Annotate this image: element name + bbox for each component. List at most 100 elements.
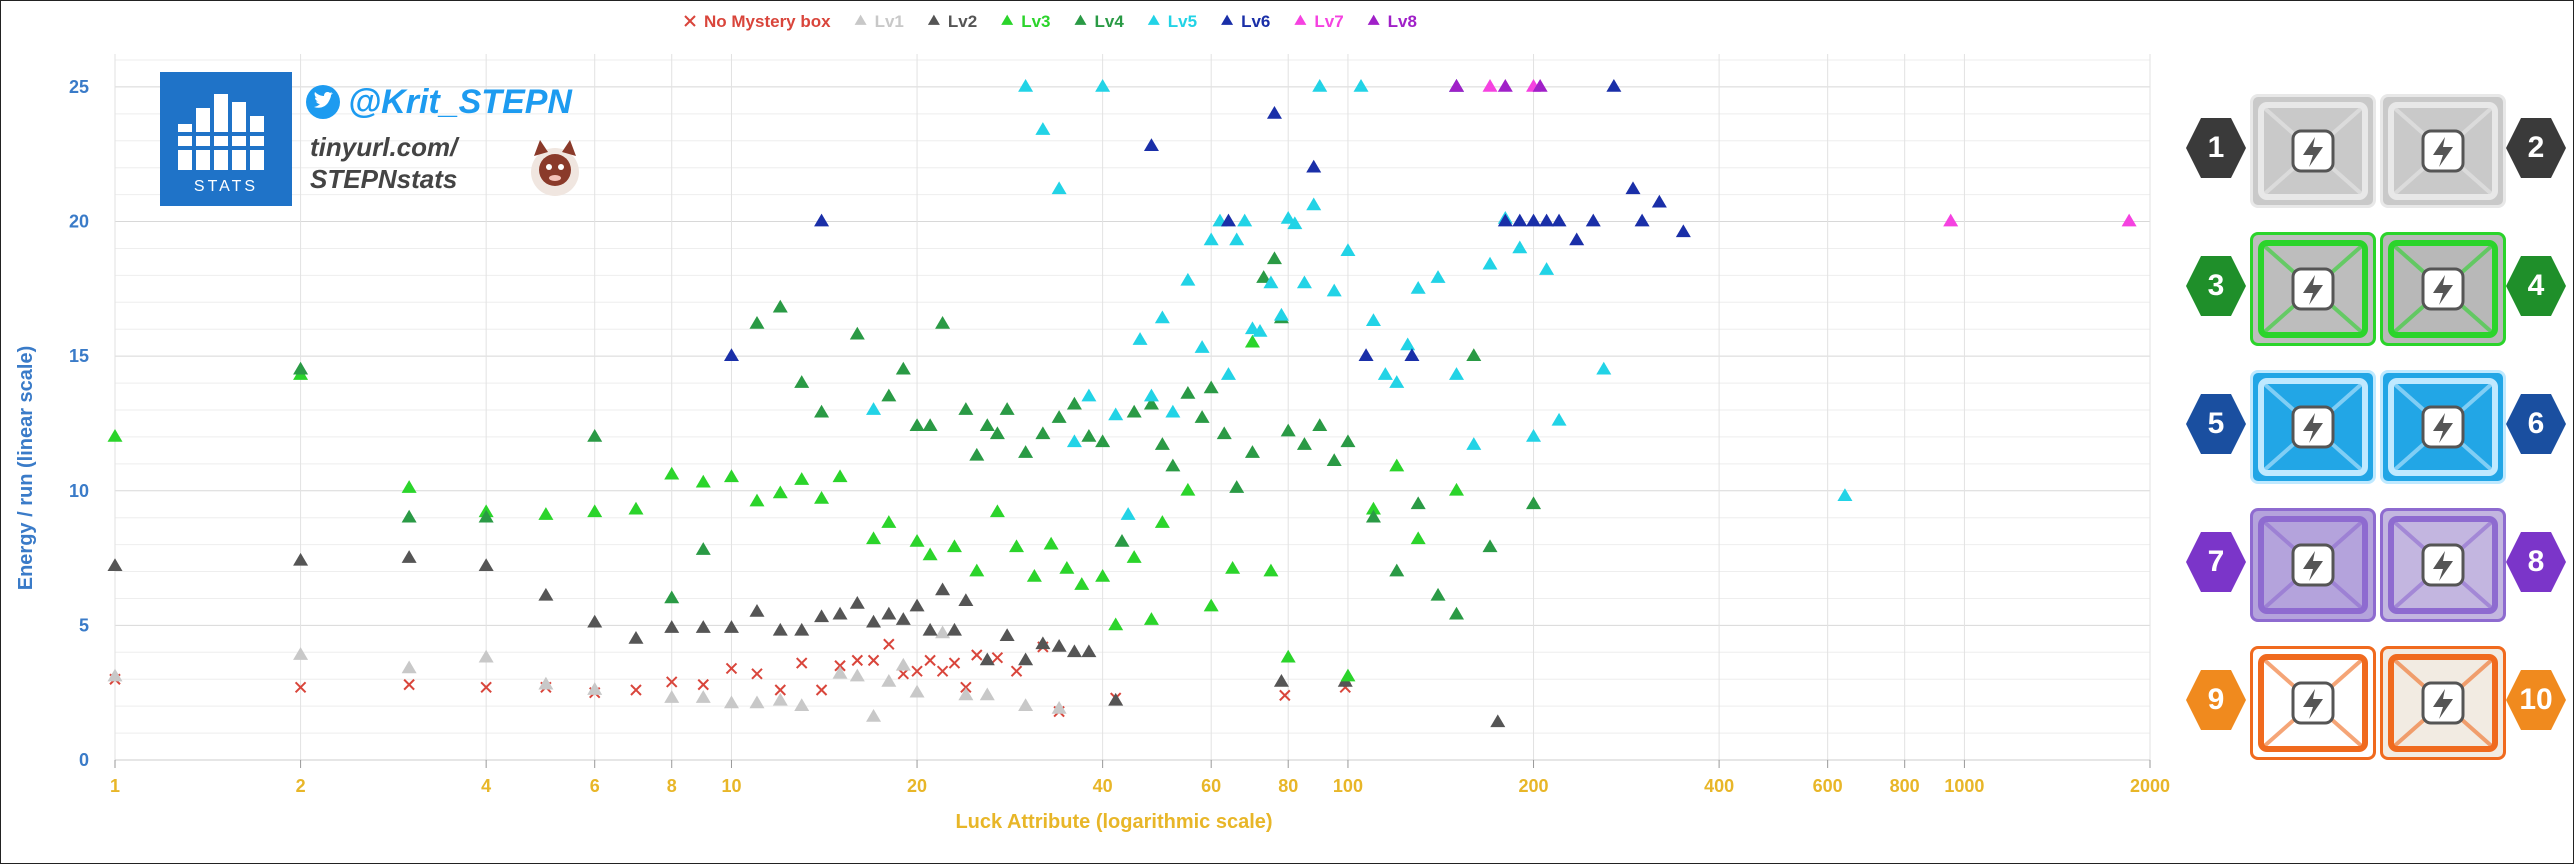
- site-url-line2[interactable]: STEPNstats: [310, 164, 458, 194]
- point-no-mystery-box: [924, 654, 936, 667]
- point-lv5: [1194, 340, 1210, 353]
- point-lv4: [1229, 480, 1245, 493]
- point-no-mystery-box: [403, 678, 415, 691]
- x-tick-label: 800: [1890, 776, 1920, 796]
- point-no-mystery-box: [1010, 665, 1023, 677]
- point-lv3: [723, 469, 739, 483]
- legend-item-lv6[interactable]: Lv6: [1221, 12, 1270, 31]
- point-lv3: [1126, 550, 1142, 563]
- point-lv6: [1358, 348, 1374, 361]
- point-lv1: [772, 692, 788, 706]
- point-lv6: [1569, 232, 1585, 246]
- point-lv3: [1143, 612, 1159, 625]
- point-lv6: [1497, 213, 1513, 227]
- point-no-mystery-box: [480, 681, 492, 694]
- legend-item-no-mystery-box[interactable]: No Mystery box: [684, 12, 831, 31]
- point-lv2: [794, 622, 810, 636]
- point-lv1: [401, 660, 417, 674]
- point-no-mystery-box: [971, 649, 983, 661]
- point-lv2: [1051, 639, 1067, 652]
- point-lv4: [1410, 496, 1426, 510]
- point-lv5: [1353, 79, 1369, 92]
- x-tick-label: 80: [1278, 776, 1298, 796]
- point-lv5: [1466, 437, 1482, 450]
- point-lv2: [1273, 674, 1289, 687]
- point-lv4: [1126, 404, 1142, 418]
- point-no-mystery-box: [834, 660, 846, 672]
- legend-item-lv7[interactable]: Lv7: [1294, 12, 1344, 31]
- site-url-line1[interactable]: tinyurl.com/: [310, 132, 458, 162]
- legend-marker-no-mystery-box: [684, 15, 696, 27]
- point-lv4: [1526, 496, 1542, 510]
- point-lv5: [1143, 388, 1159, 402]
- point-lv3: [922, 547, 938, 561]
- legend-item-lv1[interactable]: Lv1: [854, 12, 904, 31]
- point-lv2: [749, 604, 765, 617]
- legend-item-lv5[interactable]: Lv5: [1147, 12, 1197, 31]
- point-lv2: [881, 606, 897, 620]
- stepnstats-logo: STATS: [160, 72, 292, 206]
- point-lv1: [849, 668, 865, 682]
- point-lv5: [1263, 275, 1279, 289]
- point-lv2: [1066, 644, 1082, 658]
- point-lv8: [1532, 79, 1548, 92]
- point-lv3: [866, 531, 882, 545]
- point-lv4: [1256, 270, 1272, 283]
- x-tick-label: 8: [667, 776, 677, 796]
- point-no-mystery-box: [815, 684, 828, 696]
- point-lv2: [587, 614, 603, 628]
- point-lv1: [881, 674, 897, 687]
- x-tick-label: 10: [721, 776, 741, 796]
- point-lv5: [1365, 313, 1381, 326]
- point-lv3: [909, 534, 925, 547]
- x-tick-label: 1: [110, 776, 120, 796]
- point-lv5: [1326, 283, 1342, 297]
- legend-item-lv3[interactable]: Lv3: [1001, 12, 1050, 31]
- point-lv3: [1009, 539, 1025, 553]
- point-lv1: [935, 625, 951, 639]
- point-no-mystery-box: [630, 684, 642, 696]
- x-tick-label: 40: [1093, 776, 1113, 796]
- point-lv3: [969, 563, 985, 577]
- point-lv2: [538, 587, 554, 601]
- legend-label-lv1: Lv1: [875, 12, 904, 31]
- point-lv3: [832, 469, 848, 483]
- legend-item-lv8[interactable]: Lv8: [1367, 12, 1417, 31]
- data-points: [107, 79, 2137, 728]
- point-lv5: [1400, 337, 1416, 351]
- point-lv5: [1180, 272, 1196, 286]
- point-lv4: [881, 388, 897, 402]
- point-lv3: [814, 490, 830, 504]
- point-lv3: [107, 429, 123, 442]
- twitter-handle[interactable]: @Krit_STEPN: [348, 82, 572, 121]
- point-lv3: [1074, 577, 1090, 590]
- point-lv2: [922, 622, 938, 636]
- point-lv5: [1095, 79, 1111, 92]
- legend: No Mystery box Lv1 Lv2 Lv3 Lv4 Lv5 Lv6 Lv7 Lv8: [684, 12, 1417, 31]
- mystery-box-level-9-icon: [2250, 646, 2376, 760]
- mystery-box-level-1-icon: [2250, 94, 2376, 208]
- point-lv6: [1539, 213, 1555, 227]
- point-lv2: [849, 595, 865, 609]
- point-lv4: [1018, 445, 1034, 458]
- mystery-box-level-8-icon: [2380, 508, 2506, 622]
- point-lv4: [1081, 429, 1097, 442]
- point-lv4: [1365, 509, 1381, 523]
- point-lv1: [538, 676, 554, 690]
- legend-item-lv4[interactable]: Lv4: [1074, 12, 1124, 31]
- legend-label-no-mystery-box: No Mystery box: [704, 12, 831, 31]
- legend-marker-lv8: [1367, 14, 1380, 25]
- point-lv3: [401, 480, 417, 493]
- point-lv5: [1132, 332, 1148, 345]
- level-badge-8: 8: [2506, 532, 2566, 592]
- legend-marker-lv1: [854, 14, 867, 25]
- point-lv5: [1410, 280, 1426, 294]
- point-lv4: [969, 447, 985, 461]
- point-lv1: [832, 665, 848, 679]
- point-lv5: [1551, 412, 1567, 426]
- point-lv4: [1203, 380, 1219, 394]
- point-no-mystery-box: [697, 678, 709, 691]
- point-lv3: [1180, 482, 1196, 496]
- legend-item-lv2[interactable]: Lv2: [927, 12, 977, 31]
